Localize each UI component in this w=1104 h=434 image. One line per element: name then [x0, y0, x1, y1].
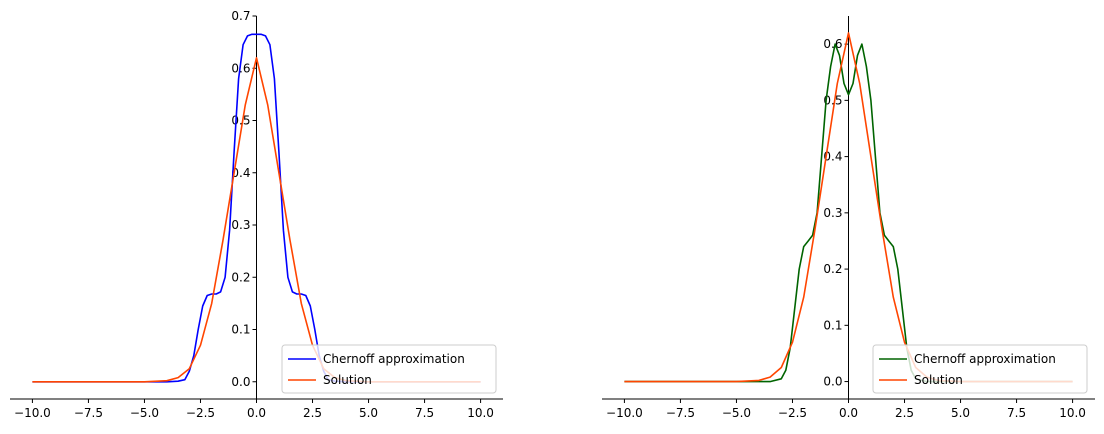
x-tick-label: −7.5 — [666, 406, 695, 420]
x-tick-label: 7.5 — [1007, 406, 1026, 420]
y-tick-label: 0.7 — [231, 9, 250, 23]
y-tick-label: 0.4 — [231, 166, 250, 180]
x-tick-label: 10.0 — [467, 406, 494, 420]
x-tick-label: −5.0 — [130, 406, 159, 420]
x-tick-label: −2.5 — [186, 406, 215, 420]
x-tick-label: 2.5 — [895, 406, 914, 420]
x-tick-label: 7.5 — [415, 406, 434, 420]
y-tick-label: 0.2 — [823, 262, 842, 276]
x-tick-label: −7.5 — [74, 406, 103, 420]
y-tick-label: 0.5 — [823, 93, 842, 107]
y-tick-label: 0.2 — [231, 270, 250, 284]
x-tick-label: −10.0 — [14, 406, 51, 420]
left-plot: −10.0 −7.5 −5.0 −2.5 0.0 2.5 5.0 7.5 10.0 0.0 0.1 0… — [10, 9, 503, 420]
y-tick-label: 0.3 — [823, 206, 842, 220]
x-tick-label: 2.5 — [303, 406, 322, 420]
x-tick-label: 5.0 — [359, 406, 378, 420]
x-tick-label: −2.5 — [778, 406, 807, 420]
y-tick-label: 0.5 — [231, 114, 250, 128]
y-tick-label: 0.3 — [231, 218, 250, 232]
legend-box — [872, 344, 1088, 394]
legend-label: Solution — [914, 373, 963, 387]
right-plot: −10.0 −7.5 −5.0 −2.5 0.0 2.5 5.0 7.5 10.0 0.0 0.1 0… — [602, 16, 1095, 420]
y-tick-label: 0.4 — [823, 150, 842, 164]
y-tick-label: 0.1 — [823, 318, 842, 332]
y-tick-label: 0.0 — [823, 375, 842, 389]
legend: Chernoff approximation Solution — [872, 344, 1088, 394]
y-tick-label: 0.0 — [231, 375, 250, 389]
x-tick-label: 0.0 — [247, 406, 266, 420]
x-tick-label: −10.0 — [606, 406, 643, 420]
x-tick-label: 0.0 — [839, 406, 858, 420]
x-tick-label: 5.0 — [951, 406, 970, 420]
legend: Chernoff approximation Solution — [281, 344, 497, 394]
x-tick-label: 10.0 — [1059, 406, 1086, 420]
series-line-0 — [32, 33, 481, 383]
legend-label: Solution — [323, 373, 372, 387]
series-line-0 — [624, 43, 1073, 383]
legend-label: Chernoff approximation — [914, 352, 1056, 366]
y-tick-label: 0.6 — [231, 61, 250, 75]
x-tick-label: −5.0 — [722, 406, 751, 420]
legend-box — [281, 344, 497, 394]
y-tick-label: 0.6 — [823, 37, 842, 51]
y-tick-label: 0.1 — [231, 323, 250, 337]
legend-label: Chernoff approximation — [323, 352, 465, 366]
